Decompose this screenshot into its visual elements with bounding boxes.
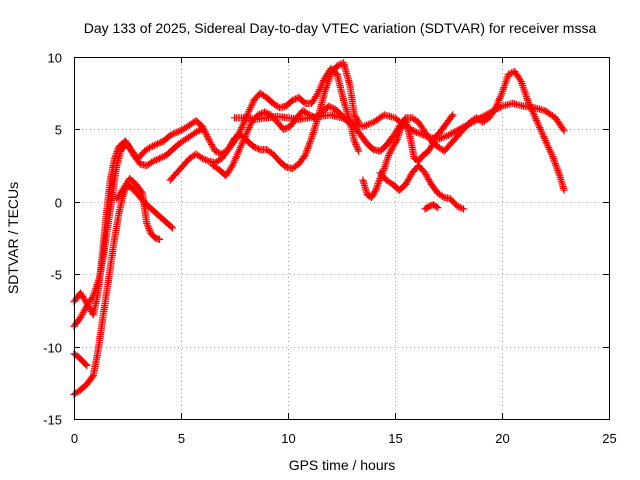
series-track-5 [113,175,164,243]
x-axis: 0 5 10 15 20 25 [71,57,617,446]
y-tick-label: 10 [48,51,62,66]
series-track-11 [421,201,442,213]
y-axis-label: SDTVAR / TECUs [5,182,21,294]
y-tick-label: -5 [50,268,62,283]
marker-path [166,59,363,184]
x-tick-label: 0 [71,431,78,446]
y-tick-label: 0 [55,196,62,211]
series-track-10 [359,111,457,202]
data-points [70,59,568,398]
x-tick-label: 20 [495,431,509,446]
marker-path [209,67,568,194]
series-track-4 [70,65,363,319]
y-tick-label: -10 [43,341,62,356]
series-track-6 [166,59,363,184]
x-axis-label: GPS time / hours [289,457,396,473]
chart-title: Day 133 of 2025, Sidereal Day-to-day VTE… [84,20,597,36]
series-track-2 [70,350,91,369]
y-axis: -15 -10 -5 0 5 10 [43,51,609,428]
x-tick-label: 10 [281,431,295,446]
series-track-8 [230,99,568,144]
marker-path [70,65,363,319]
plot-frame [74,57,610,420]
x-tick-label: 5 [178,431,185,446]
marker-path [230,99,568,144]
marker-path [113,175,164,243]
marker-path [376,162,468,213]
y-tick-label: -15 [43,413,62,428]
series-track-7 [209,67,568,194]
x-tick-label: 15 [388,431,402,446]
y-tick-label: 5 [55,123,62,138]
marker-path [70,350,91,369]
x-tick-label: 25 [602,431,616,446]
series-track-9 [376,162,468,213]
marker-path [421,201,442,213]
marker-path [359,111,457,202]
